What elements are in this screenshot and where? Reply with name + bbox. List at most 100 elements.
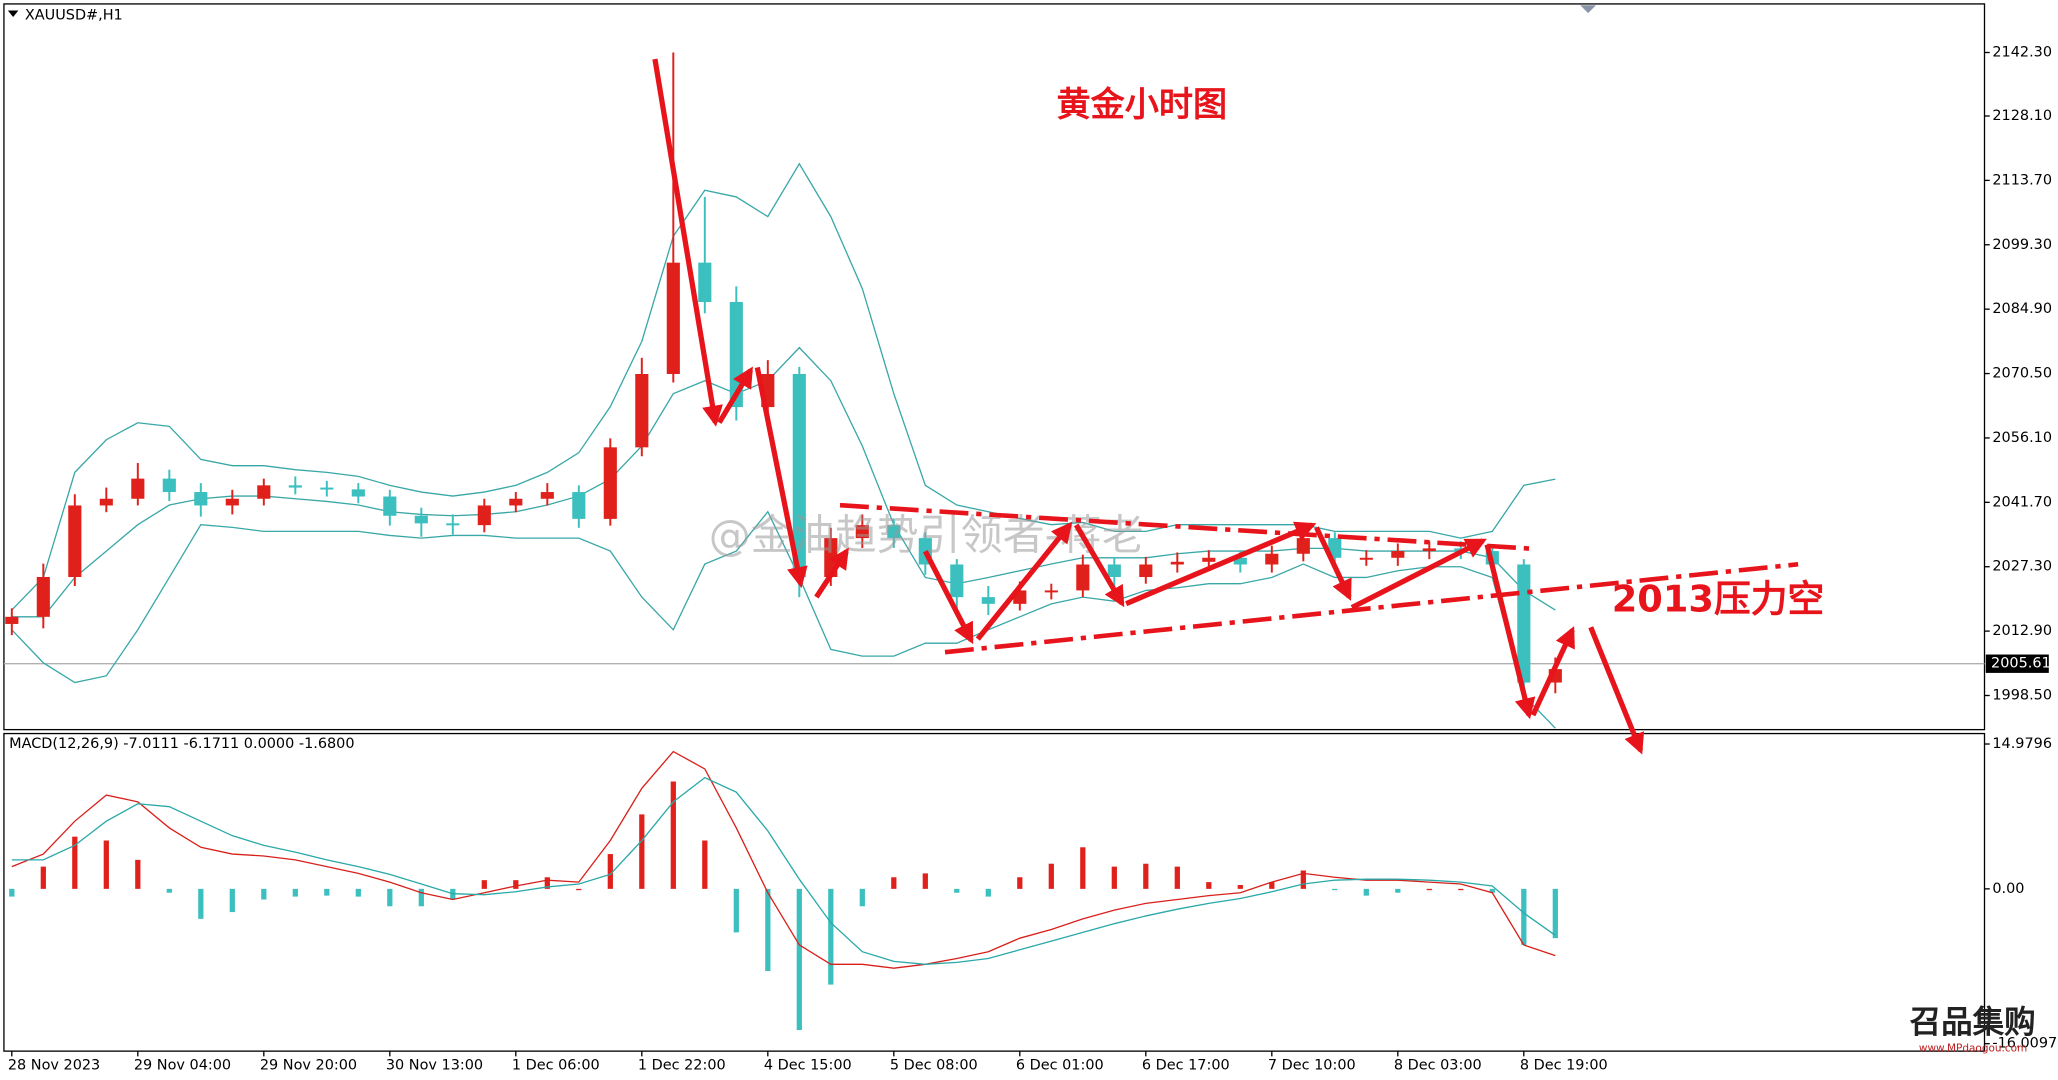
y-tick-label: -16.0097 bbox=[1992, 1036, 2057, 1052]
candle-body bbox=[572, 492, 586, 519]
histogram-bar bbox=[1237, 884, 1243, 889]
candle-body bbox=[99, 498, 113, 506]
x-tick-label: 1 Dec 22:00 bbox=[638, 1058, 726, 1074]
histogram-bar bbox=[1395, 888, 1401, 893]
histogram-bar bbox=[9, 888, 15, 897]
y-tick-label: 2056.10 bbox=[1992, 430, 2052, 446]
histogram-bar bbox=[607, 854, 613, 889]
support-line bbox=[944, 561, 1799, 655]
candle-body bbox=[1328, 538, 1342, 558]
y-tick-label: 1998.50 bbox=[1992, 688, 2052, 704]
plot-layer: 2142.30 2128.10 2113.70 2099.30 2084.90 2070.… bbox=[3, 44, 2057, 1074]
histogram-bar bbox=[481, 880, 487, 889]
candle-body bbox=[131, 478, 145, 499]
annotation: 黄金小时图 bbox=[1057, 85, 1228, 125]
candle-body bbox=[1233, 557, 1247, 565]
histogram-bar bbox=[1143, 863, 1149, 889]
histogram-bar bbox=[135, 859, 141, 889]
candle-body bbox=[1139, 564, 1153, 578]
histogram-bar bbox=[639, 814, 645, 889]
candle-body bbox=[36, 577, 50, 617]
x-tick-label: 5 Dec 08:00 bbox=[890, 1058, 978, 1074]
histogram-bar bbox=[1489, 888, 1495, 893]
candle-body bbox=[887, 525, 901, 539]
arrow bbox=[975, 521, 1073, 641]
histogram-bar bbox=[1080, 847, 1086, 889]
candle-body bbox=[1202, 557, 1216, 562]
histogram-bar bbox=[1111, 866, 1117, 889]
candle-body bbox=[68, 505, 82, 578]
y-tick-label: 2128.10 bbox=[1992, 108, 2052, 124]
histogram-bar bbox=[418, 888, 424, 907]
candle-body bbox=[1296, 538, 1310, 554]
histogram-bar bbox=[166, 888, 172, 893]
x-tick-label: 30 Nov 13:00 bbox=[386, 1058, 483, 1074]
candle-body bbox=[540, 492, 554, 499]
histogram-bar bbox=[1521, 888, 1527, 945]
candle-body bbox=[666, 262, 680, 375]
candle-body bbox=[414, 515, 428, 524]
histogram-bar bbox=[292, 888, 298, 897]
arrow bbox=[754, 366, 808, 589]
x-tick-label: 4 Dec 15:00 bbox=[764, 1058, 852, 1074]
histogram-bar bbox=[1426, 888, 1432, 891]
histogram-bar bbox=[1269, 882, 1275, 889]
histogram-bar bbox=[261, 888, 267, 900]
drawn-trend-lines bbox=[652, 58, 1799, 755]
x-tick-label: 8 Dec 03:00 bbox=[1394, 1058, 1482, 1074]
x-tick-label: 1 Dec 06:00 bbox=[512, 1058, 600, 1074]
x-tick-label: 29 Nov 20:00 bbox=[260, 1058, 357, 1074]
x-tick-label: 28 Nov 2023 bbox=[8, 1058, 100, 1074]
histogram-bar bbox=[765, 888, 771, 972]
histogram-bar bbox=[670, 781, 676, 889]
histogram-bar bbox=[828, 888, 834, 985]
candle-body bbox=[446, 523, 460, 526]
candle-body bbox=[1076, 564, 1090, 591]
annotation: 2013压力空 bbox=[1612, 578, 1824, 621]
histogram-bar bbox=[1332, 888, 1338, 891]
candle-body bbox=[194, 492, 208, 506]
histogram-bar bbox=[387, 888, 393, 907]
y-tick-label: 2027.30 bbox=[1992, 559, 2052, 575]
menu-triangle bbox=[7, 10, 19, 18]
candle-body bbox=[477, 505, 491, 526]
histogram-bar bbox=[72, 836, 78, 889]
histogram-bar bbox=[1048, 863, 1054, 889]
candle-body bbox=[225, 498, 239, 506]
price-panel bbox=[3, 3, 1986, 731]
arrow bbox=[922, 549, 974, 645]
histogram-bar bbox=[954, 888, 960, 893]
resistance-line bbox=[839, 502, 1530, 551]
histogram-bar bbox=[576, 888, 582, 891]
y-tick-label: 2113.70 bbox=[1992, 172, 2052, 188]
histogram-bar bbox=[40, 866, 46, 889]
scroll-marker bbox=[1580, 5, 1596, 14]
arrow bbox=[1125, 521, 1317, 607]
candle-body bbox=[1517, 564, 1531, 683]
histogram-bar bbox=[1206, 882, 1212, 889]
logo-url: www.MPdaogou.com bbox=[1919, 1043, 2027, 1055]
histogram-bar bbox=[198, 888, 204, 919]
candle-body bbox=[162, 478, 176, 493]
candle-body bbox=[509, 498, 523, 506]
y-tick-label: 2142.30 bbox=[1992, 44, 2052, 60]
histogram-bar bbox=[733, 888, 739, 933]
candle-body bbox=[950, 564, 964, 598]
candle-body bbox=[383, 496, 397, 516]
histogram-bar bbox=[1552, 888, 1558, 939]
histogram-bar bbox=[796, 888, 802, 1031]
y-tick-label: 2041.70 bbox=[1992, 494, 2052, 510]
arrow bbox=[1484, 543, 1536, 720]
last-price-label: 2005.61 bbox=[1991, 656, 2051, 672]
macd-line bbox=[11, 750, 1556, 969]
y-tick-label: 2070.50 bbox=[1992, 366, 2052, 382]
arrow bbox=[814, 547, 849, 599]
candle-body bbox=[288, 485, 302, 488]
candle-body bbox=[1170, 561, 1184, 565]
histogram-bar bbox=[985, 888, 991, 897]
x-tick-label: 6 Dec 17:00 bbox=[1142, 1058, 1230, 1074]
histogram-bar bbox=[922, 873, 928, 889]
histogram-bar bbox=[859, 888, 865, 907]
histogram-bar bbox=[1300, 870, 1306, 889]
